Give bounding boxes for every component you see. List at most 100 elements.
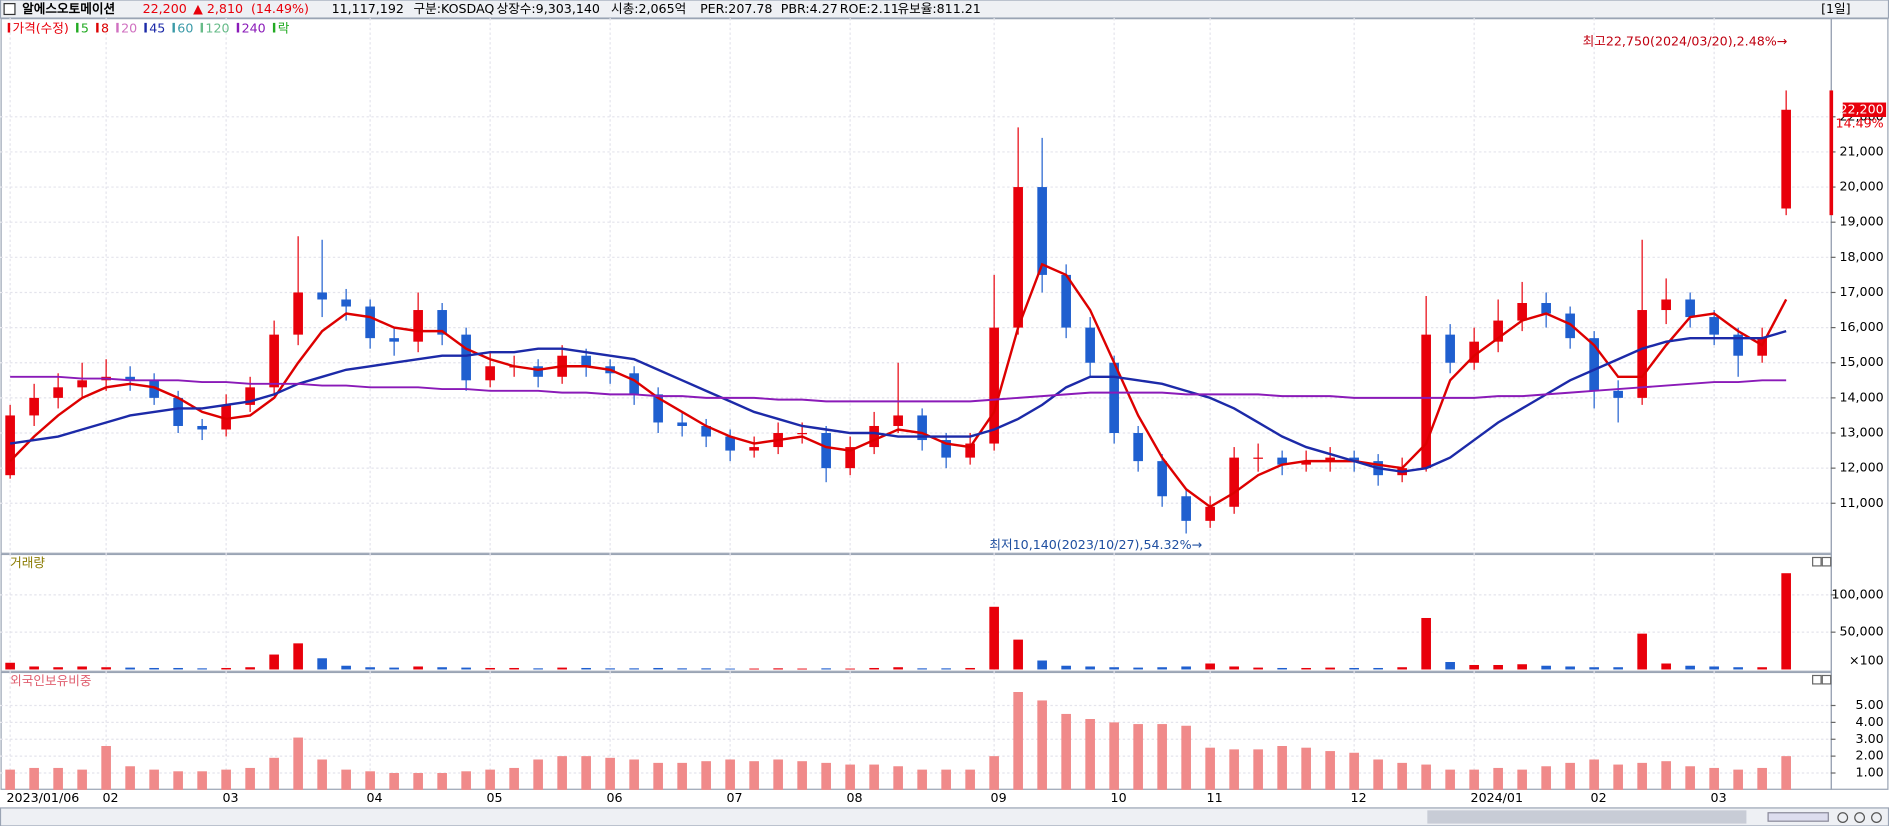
period-button[interactable]: [1일]	[1821, 1, 1851, 16]
legend-label: 가격(수정)	[13, 20, 69, 35]
candle-body	[29, 397, 39, 416]
price-tick-label: 15,000	[1839, 354, 1883, 369]
foreign-bar	[461, 771, 471, 790]
zoom-out[interactable]	[1854, 812, 1866, 823]
foreign-bar	[1181, 725, 1191, 790]
foreign-bar	[1061, 713, 1071, 790]
volume-bar	[749, 668, 759, 670]
legend-swatch	[200, 22, 204, 33]
volume-bar	[941, 668, 951, 670]
foreign-bar	[1397, 762, 1407, 790]
volume-tick-label: 50,000	[1839, 624, 1883, 639]
zoom-reset[interactable]	[1871, 812, 1882, 823]
foreign-tick-label: 4.00	[1856, 714, 1884, 729]
foreign-bar	[1445, 769, 1455, 790]
foreign-bar	[269, 757, 279, 790]
candle-body	[485, 366, 495, 381]
candle-body	[1613, 390, 1623, 398]
candle-body	[701, 425, 711, 437]
stock-name: 알에스오토메이션	[22, 1, 115, 16]
foreign-bar	[485, 769, 495, 790]
candle-body	[1589, 338, 1599, 391]
x-tick-label: 02	[103, 790, 119, 805]
volume-bar	[1205, 663, 1215, 670]
panel-max-button[interactable]	[1812, 556, 1822, 567]
foreign-bar	[125, 766, 135, 790]
panel-close-button[interactable]	[1821, 556, 1832, 567]
legend-label: 8	[101, 20, 109, 35]
volume-bar	[1637, 633, 1647, 670]
x-tick-label: 12	[1351, 790, 1367, 805]
volume-unit: ×100	[1849, 653, 1884, 668]
foreign-bar	[413, 773, 423, 790]
candle-body	[581, 355, 591, 367]
moving-average	[10, 375, 1787, 403]
foreign-tick-label: 5.00	[1856, 697, 1884, 712]
foreign-bar	[1541, 766, 1551, 790]
panel-max-button[interactable]	[1812, 674, 1822, 685]
legend-label: 45	[149, 20, 165, 35]
candle-body	[1781, 109, 1791, 209]
last-change-label: 14.49%	[1836, 116, 1884, 131]
price-tick-label: 13,000	[1839, 425, 1883, 440]
foreign-bar	[1037, 700, 1047, 790]
candle-body	[389, 338, 399, 342]
foreign-bar	[1469, 769, 1479, 790]
candle-body	[1301, 461, 1311, 465]
volume-bar	[29, 666, 39, 670]
zoom-in[interactable]	[1837, 812, 1849, 823]
legend-swatch	[272, 22, 276, 33]
candle-body	[533, 366, 543, 377]
foreign-bar	[197, 771, 207, 790]
foreign-bar	[845, 764, 855, 790]
volume-bar	[1325, 667, 1335, 670]
candle-body	[1685, 299, 1695, 318]
price-tick-label: 21,000	[1839, 143, 1883, 158]
legend-swatch	[7, 22, 11, 33]
candle-body	[893, 415, 903, 426]
legend-label: 240	[242, 20, 266, 35]
volume-bar	[77, 666, 87, 670]
x-tick-label: 10	[1111, 790, 1127, 805]
candle-body	[1493, 320, 1503, 342]
price-change: ▲ 2,810	[193, 1, 243, 16]
candle-body	[149, 380, 159, 398]
volume-bar	[365, 667, 375, 670]
volume-bar	[1229, 666, 1239, 670]
panel-title: 거래량	[10, 555, 45, 570]
price-tick-label: 14,000	[1839, 389, 1883, 404]
foreign-bar	[653, 762, 663, 790]
foreign-bar	[1349, 752, 1359, 790]
candle-body	[1469, 341, 1479, 363]
shares: 상장수:9,303,140	[497, 1, 600, 16]
candle-body	[1061, 274, 1071, 328]
volume-bar	[509, 667, 519, 670]
volume-bar	[149, 667, 159, 670]
trade-volume: 11,117,192	[332, 1, 404, 16]
foreign-bar	[533, 759, 543, 790]
candle-body	[1421, 334, 1431, 469]
foreign-bar	[389, 773, 399, 790]
panel-close-button[interactable]	[1821, 674, 1832, 685]
candle-body	[989, 327, 999, 444]
volume-bar	[125, 667, 135, 670]
header-checkbox[interactable]	[3, 3, 16, 16]
zoom-slider[interactable]	[1767, 812, 1829, 822]
volume-bar	[1085, 666, 1095, 670]
candle-body	[1733, 334, 1743, 356]
volume-bar	[989, 606, 999, 670]
volume-bar	[1421, 617, 1431, 670]
foreign-bar	[797, 761, 807, 790]
candle-body	[797, 433, 807, 435]
legend-swatch	[116, 22, 119, 33]
candle-body	[1661, 299, 1671, 311]
candle-body	[1757, 338, 1767, 356]
candle-body	[1349, 457, 1359, 462]
volume-bar	[317, 658, 327, 670]
candle-body	[269, 334, 279, 388]
pbr: PBR:4.27	[781, 1, 838, 16]
scroll-thumb[interactable]	[1427, 810, 1747, 824]
volume-bar	[1157, 667, 1167, 670]
foreign-bar	[1589, 759, 1599, 790]
reserve-ratio: 유보율:811.21	[898, 1, 981, 16]
